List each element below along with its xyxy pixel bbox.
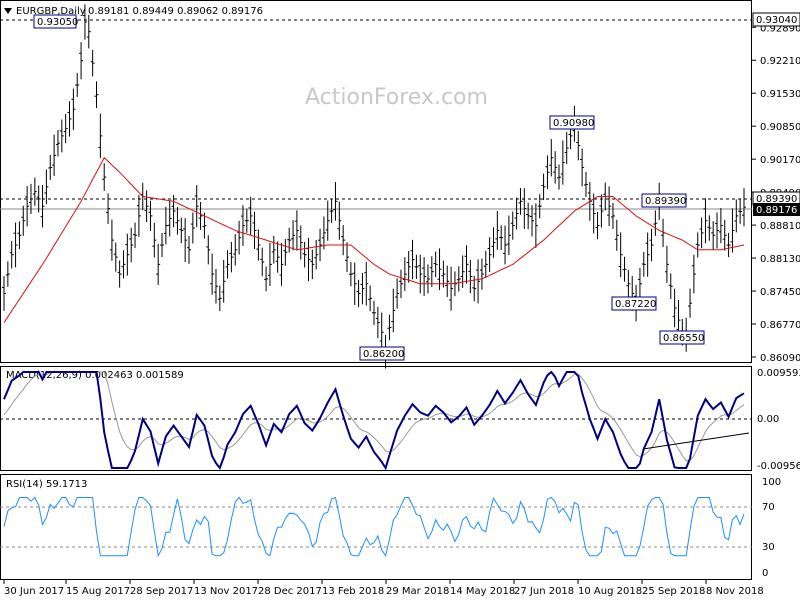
svg-text:0.86200: 0.86200 [363, 349, 404, 360]
svg-text:0.90980: 0.90980 [553, 118, 594, 129]
date-tick-label: 25 Sep 2018 [642, 586, 705, 597]
macd-axis-top: 0.009593 [757, 368, 800, 379]
date-tick-label: 30 Jun 2017 [4, 586, 64, 597]
date-tick-label: 13 Nov 2017 [194, 586, 258, 597]
price-axis: 0.928900.922100.915300.908500.901700.894… [752, 23, 800, 364]
svg-text:0.86550: 0.86550 [663, 333, 704, 344]
price-tick-label: 0.91530 [760, 89, 800, 100]
svg-text:0.89176: 0.89176 [756, 205, 797, 216]
date-tick-label: 14 May 2018 [450, 586, 515, 597]
macd-title: MACD(12,26,9) 0.002463 0.001589 [6, 370, 184, 381]
svg-text:0.93050: 0.93050 [37, 17, 78, 28]
price-tick-label: 0.90170 [760, 155, 800, 166]
symbol-label: EURGBP,Daily [16, 6, 86, 17]
price-panel-frame [0, 0, 752, 363]
svg-text:0.93040: 0.93040 [756, 15, 797, 26]
price-tick-label: 0.87450 [760, 287, 800, 298]
price-tick-label: 0.88810 [760, 221, 800, 232]
price-tick-label: 0.86770 [760, 320, 800, 331]
price-marker-current: 0.89176 [753, 203, 800, 216]
rsi-panel-frame [0, 474, 752, 580]
date-tick-label: 15 Aug 2017 [66, 586, 130, 597]
sma-line [3, 156, 745, 323]
price-tick-label: 0.92890 [760, 23, 800, 34]
price-tick-label: 0.88130 [760, 254, 800, 265]
price-tick-label: 0.92210 [760, 56, 800, 67]
annotation-low-sep: 0.87220 [611, 296, 657, 311]
rsi-axis-0: 0 [762, 568, 768, 579]
macd-line [3, 370, 745, 471]
date-axis: 30 Jun 2017 15 Aug 2017 28 Sep 2017 13 Nov … [3, 580, 764, 597]
annotation-level: 0.89390 [641, 193, 687, 208]
rsi-title: RSI(14) 59.1713 [6, 479, 87, 490]
rsi-axis-100: 100 [762, 477, 781, 488]
collapse-triangle-icon[interactable] [4, 8, 12, 14]
rsi-axis-30: 30 [762, 542, 775, 553]
rsi-axis-70: 70 [762, 502, 775, 513]
date-tick-label: 28 Dec 2017 [258, 586, 322, 597]
watermark: ActionForex.com [305, 85, 488, 110]
svg-text:0.89390: 0.89390 [645, 196, 686, 207]
date-tick-label: 27 Jun 2018 [514, 586, 574, 597]
price-marker-high: 0.93040 [752, 12, 800, 27]
price-bars [2, 4, 746, 369]
date-tick-label: 10 Aug 2018 [578, 586, 642, 597]
macd-axis-zero: 0.00 [757, 414, 779, 425]
price-tick-label: 0.90850 [760, 122, 800, 133]
macd-trendline [642, 432, 750, 450]
date-tick-label: 13 Feb 2018 [322, 586, 384, 597]
svg-text:0.89390: 0.89390 [756, 194, 797, 205]
rsi-line [3, 496, 745, 558]
date-tick-label: 8 Nov 2018 [706, 586, 764, 597]
macd-axis-bottom: -0.009562 [757, 461, 800, 472]
ohlc-label: 0.89181 0.89449 0.89062 0.89176 [88, 6, 263, 17]
annotation-low-nov: 0.86550 [659, 330, 705, 345]
annotation-high: 0.93050 [33, 14, 78, 29]
date-tick-label: 28 Sep 2017 [130, 586, 193, 597]
annotation-peak-2018: 0.90980 [549, 115, 595, 130]
svg-text:0.87220: 0.87220 [615, 299, 656, 310]
date-tick-label: 29 Mar 2018 [386, 586, 449, 597]
price-tick-label: 0.86090 [760, 353, 800, 364]
macd-signal-line [3, 371, 745, 462]
annotation-low-mar: 0.86200 [359, 346, 405, 361]
